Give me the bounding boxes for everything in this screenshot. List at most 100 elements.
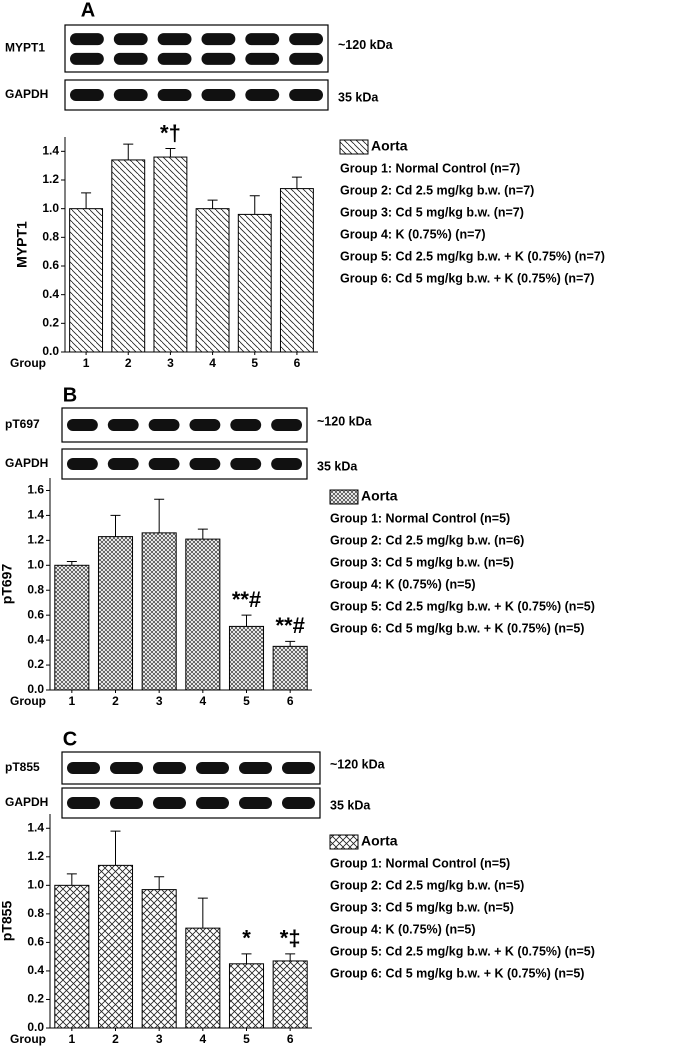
group-note: Group 4: K (0.75%) (n=5): [330, 577, 476, 591]
x-tick-label: 4: [199, 694, 206, 708]
y-tick-label: 0.0: [42, 344, 59, 358]
blot-band: [201, 33, 236, 46]
y-tick-label: 0.6: [42, 258, 59, 272]
y-axis-label: pT697: [0, 564, 15, 605]
blot-band: [289, 52, 323, 65]
y-tick-label: 0.8: [27, 906, 44, 920]
blot-band: [245, 52, 280, 65]
x-tick-label: 2: [112, 1032, 119, 1046]
blot-band: [148, 419, 180, 431]
y-tick-label: 0.0: [27, 682, 44, 696]
x-tick-label: 4: [199, 1032, 206, 1046]
y-tick-label: 1.0: [27, 557, 44, 571]
blot-size: 35 kDa: [338, 90, 379, 104]
significance-mark: *†: [160, 120, 181, 145]
blot-frame: [61, 448, 308, 480]
blot-label: GAPDH: [5, 456, 48, 470]
blot-band: [157, 52, 192, 65]
error-bar: [291, 176, 302, 189]
error-bar: [285, 953, 296, 961]
y-tick-label: 0.0: [27, 1020, 44, 1034]
blot-band: [196, 797, 229, 809]
y-tick-label: 1.2: [42, 172, 59, 186]
blot-band: [148, 458, 180, 470]
blot-label: pT697: [5, 417, 40, 431]
error-bar: [110, 514, 121, 537]
y-tick-label: 1.0: [42, 201, 59, 215]
group-note: Group 1: Normal Control (n=5): [330, 511, 510, 525]
legend-label: Aorta: [371, 138, 408, 154]
blot-band: [67, 419, 98, 431]
blot-band: [110, 797, 143, 809]
blot-band: [282, 762, 315, 774]
blot-frame: [64, 24, 329, 73]
y-tick-label: 1.4: [27, 508, 44, 522]
y-tick-label: 0.2: [42, 316, 59, 330]
bar: [97, 536, 134, 691]
bar: [97, 864, 134, 1029]
y-tick-label: 0.6: [27, 607, 44, 621]
blot-size: ~120 kDa: [317, 414, 373, 428]
blot-band: [230, 458, 262, 470]
legend-label: Aorta: [361, 488, 398, 504]
blot-band: [70, 89, 104, 101]
bar: [237, 213, 272, 353]
blot-band: [70, 52, 104, 65]
x-tick-label: 5: [243, 1032, 250, 1046]
x-tick-label: 6: [287, 694, 294, 708]
group-note: Group 4: K (0.75%) (n=7): [340, 227, 486, 241]
x-tick-label: 1: [68, 1032, 75, 1046]
x-tick-label: 5: [243, 694, 250, 708]
error-bar: [285, 640, 296, 647]
blot-band: [189, 458, 221, 470]
blot-band: [245, 33, 280, 46]
y-tick-label: 1.0: [27, 878, 44, 892]
bar: [69, 208, 104, 353]
error-bar: [249, 195, 260, 215]
x-axis-label: Group: [10, 356, 46, 370]
bar: [54, 564, 90, 691]
group-note: Group 1: Normal Control (n=7): [340, 161, 520, 175]
blot-band: [271, 458, 302, 470]
group-note: Group 5: Cd 2.5 mg/kg b.w. + K (0.75%) (…: [340, 249, 605, 263]
y-tick-label: 0.2: [27, 657, 44, 671]
bar: [228, 963, 265, 1029]
group-note: Group 6: Cd 5 mg/kg b.w. + K (0.75%) (n=…: [330, 966, 584, 980]
blot-label: MYPT1: [5, 41, 45, 55]
y-tick-label: 0.6: [27, 935, 44, 949]
group-note: Group 2: Cd 2.5 mg/kg b.w. (n=5): [330, 878, 524, 892]
blot-band: [271, 419, 302, 431]
blot-size: ~120 kDa: [338, 38, 394, 52]
y-tick-label: 0.4: [42, 287, 59, 301]
significance-mark: *: [242, 926, 251, 951]
error-bar: [241, 953, 252, 964]
group-note: Group 6: Cd 5 mg/kg b.w. + K (0.75%) (n=…: [340, 271, 594, 285]
y-axis-label: pT855: [0, 901, 15, 942]
x-tick-label: 1: [68, 694, 75, 708]
y-axis-label: MYPT1: [14, 221, 30, 268]
x-tick-label: 6: [294, 356, 301, 370]
blot-frame: [61, 407, 308, 443]
bar: [272, 645, 308, 691]
bar: [279, 188, 314, 353]
legend-label: Aorta: [361, 833, 398, 849]
group-note: Group 3: Cd 5 mg/kg b.w. (n=5): [330, 555, 514, 569]
y-tick-label: 1.2: [27, 849, 44, 863]
x-axis-label: Group: [10, 1032, 46, 1046]
error-bar: [207, 199, 218, 209]
x-tick-label: 6: [287, 1032, 294, 1046]
blot-band: [113, 33, 148, 46]
x-tick-label: 3: [156, 1032, 163, 1046]
blot-label: GAPDH: [5, 795, 48, 809]
y-tick-label: 1.2: [27, 533, 44, 547]
error-bar: [197, 897, 208, 929]
significance-mark: **#: [275, 613, 304, 638]
x-axis-label: Group: [10, 694, 46, 708]
blot-size: ~120 kDa: [330, 757, 386, 771]
error-bar: [110, 830, 121, 866]
bar: [185, 538, 221, 691]
blot-frame: [64, 79, 329, 111]
legend-swatch: [339, 139, 369, 155]
bar: [228, 625, 265, 691]
error-bar: [81, 192, 92, 209]
